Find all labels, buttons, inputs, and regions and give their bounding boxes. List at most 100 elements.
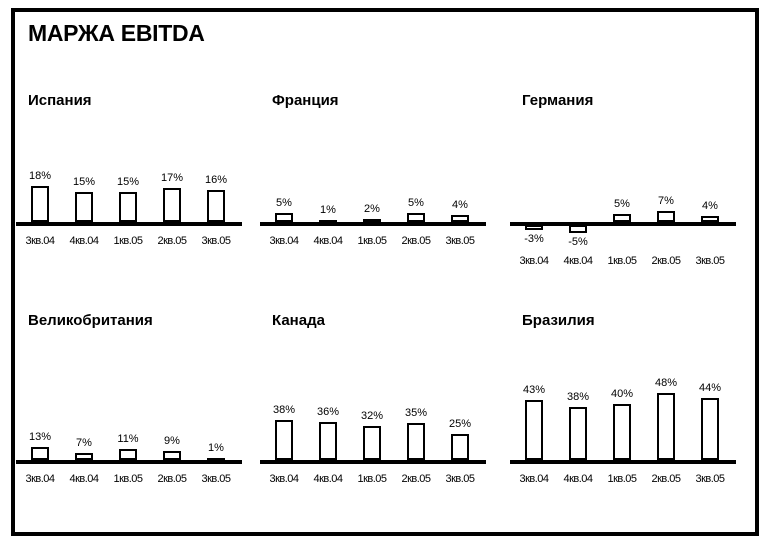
chart-canada: Канада 38% 3кв.04 36% 4кв.04 32% 1кв.05 35% 2кв… (260, 310, 492, 515)
bar (525, 400, 543, 460)
x-axis-tick-label: 2кв.05 (157, 235, 187, 247)
bar-value-label: 2% (364, 203, 380, 215)
bar (613, 214, 631, 222)
plot-area: 38% 3кв.04 36% 4кв.04 32% 1кв.05 35% 2кв.05 25% 3… (260, 310, 492, 515)
x-axis-tick-label: 3кв.04 (269, 473, 299, 485)
x-axis-tick-label: 3кв.04 (519, 473, 549, 485)
bar (657, 211, 675, 222)
bar (275, 420, 293, 460)
bar (613, 404, 631, 460)
chart-uk: Великобритания 13% 3кв.04 7% 4кв.04 11% 1кв.0… (16, 310, 248, 515)
x-axis-tick-label: 1кв.05 (607, 473, 637, 485)
bar-value-label: 43% (522, 384, 546, 396)
bar (569, 407, 587, 460)
x-axis-line (16, 222, 242, 226)
chart-title: Германия (522, 92, 594, 109)
x-axis-line (510, 222, 736, 226)
bar (319, 422, 337, 460)
bar (163, 188, 181, 222)
x-axis-tick-label: 3кв.05 (695, 255, 725, 267)
x-axis-tick-label: 1кв.05 (357, 235, 387, 247)
bar-value-label: 11% (117, 433, 139, 445)
bar-value-label: 35% (404, 407, 428, 419)
chart-title: Великобритания (28, 312, 153, 329)
bar (31, 447, 49, 460)
plot-area: 43% 3кв.04 38% 4кв.04 40% 1кв.05 48% 2кв.05 44% 3… (510, 310, 742, 515)
bar-value-label: 40% (610, 388, 634, 400)
x-axis-tick-label: 3кв.04 (25, 473, 55, 485)
bar-value-label: -3% (524, 233, 544, 245)
chart-france: Франция 5% 3кв.04 1% 4кв.04 2% 1кв.05 5% 2кв.05… (260, 90, 492, 295)
x-axis-tick-label: 3кв.05 (695, 473, 725, 485)
bar (363, 426, 381, 460)
chart-title: Канада (272, 312, 325, 329)
bar (451, 215, 469, 222)
bar-value-label: 13% (28, 431, 52, 443)
x-axis-tick-label: 3кв.05 (445, 473, 475, 485)
bar-value-label: 32% (360, 410, 384, 422)
bar-value-label: 1% (208, 442, 224, 454)
chart-title: Франция (272, 92, 339, 109)
bar-value-label: -5% (568, 236, 588, 248)
chart-brazil: Бразилия 43% 3кв.04 38% 4кв.04 40% 1кв.05 48% 2… (510, 310, 742, 515)
bar-value-label: 16% (204, 174, 228, 186)
slide-border (11, 8, 759, 536)
bar (207, 458, 225, 462)
x-axis-tick-label: 4кв.04 (69, 235, 99, 247)
bar-value-label: 7% (658, 195, 674, 207)
plot-area: -3% 3кв.04 -5% 4кв.04 5% 1кв.05 7% 2кв.05 4% 3кв.… (510, 90, 742, 295)
bar (163, 451, 181, 460)
bar-value-label: 44% (698, 382, 722, 394)
bar (701, 398, 719, 460)
x-axis-tick-label: 3кв.04 (269, 235, 299, 247)
bar-value-label: 4% (702, 200, 718, 212)
bar-value-label: 9% (164, 435, 180, 447)
bar-value-label: 1% (320, 204, 336, 216)
x-axis-tick-label: 2кв.05 (651, 255, 681, 267)
bar (363, 219, 381, 223)
bar (31, 186, 49, 222)
chart-title: Испания (28, 92, 92, 109)
bar-value-label: 5% (614, 198, 630, 210)
plot-area: 5% 3кв.04 1% 4кв.04 2% 1кв.05 5% 2кв.05 4% 3кв.05 (260, 90, 492, 295)
x-axis-tick-label: 2кв.05 (401, 235, 431, 247)
bar (525, 225, 543, 230)
bar (319, 220, 337, 224)
x-axis-tick-label: 4кв.04 (563, 473, 593, 485)
x-axis-line (510, 460, 736, 464)
x-axis-tick-label: 3кв.05 (201, 473, 231, 485)
x-axis-line (260, 460, 486, 464)
x-axis-line (16, 460, 242, 464)
chart-spain: Испания 18% 3кв.04 15% 4кв.04 15% 1кв.05 17% 2к… (16, 90, 248, 295)
x-axis-tick-label: 1кв.05 (607, 255, 637, 267)
x-axis-line (260, 222, 486, 226)
bar-value-label: 7% (76, 437, 92, 449)
x-axis-tick-label: 2кв.05 (401, 473, 431, 485)
x-axis-tick-label: 1кв.05 (357, 473, 387, 485)
x-axis-tick-label: 1кв.05 (113, 235, 143, 247)
bar (569, 225, 587, 233)
x-axis-tick-label: 3кв.05 (201, 235, 231, 247)
bar-value-label: 25% (448, 418, 472, 430)
x-axis-tick-label: 1кв.05 (113, 473, 143, 485)
bar (657, 393, 675, 460)
bar-value-label: 48% (654, 377, 678, 389)
bar-value-label: 17% (160, 172, 184, 184)
x-axis-tick-label: 2кв.05 (651, 473, 681, 485)
bar (75, 192, 93, 222)
bar-value-label: 36% (316, 406, 340, 418)
bar (275, 213, 293, 222)
x-axis-tick-label: 2кв.05 (157, 473, 187, 485)
bar-value-label: 15% (72, 176, 96, 188)
bar-value-label: 15% (116, 176, 140, 188)
x-axis-tick-label: 4кв.04 (69, 473, 99, 485)
bar (75, 453, 93, 460)
bar (119, 449, 137, 460)
x-axis-tick-label: 4кв.04 (313, 235, 343, 247)
x-axis-tick-label: 4кв.04 (563, 255, 593, 267)
plot-area: 13% 3кв.04 7% 4кв.04 11% 1кв.05 9% 2кв.05 1% 3кв.… (16, 310, 248, 515)
x-axis-tick-label: 3кв.04 (519, 255, 549, 267)
bar (119, 192, 137, 222)
bar (407, 213, 425, 222)
